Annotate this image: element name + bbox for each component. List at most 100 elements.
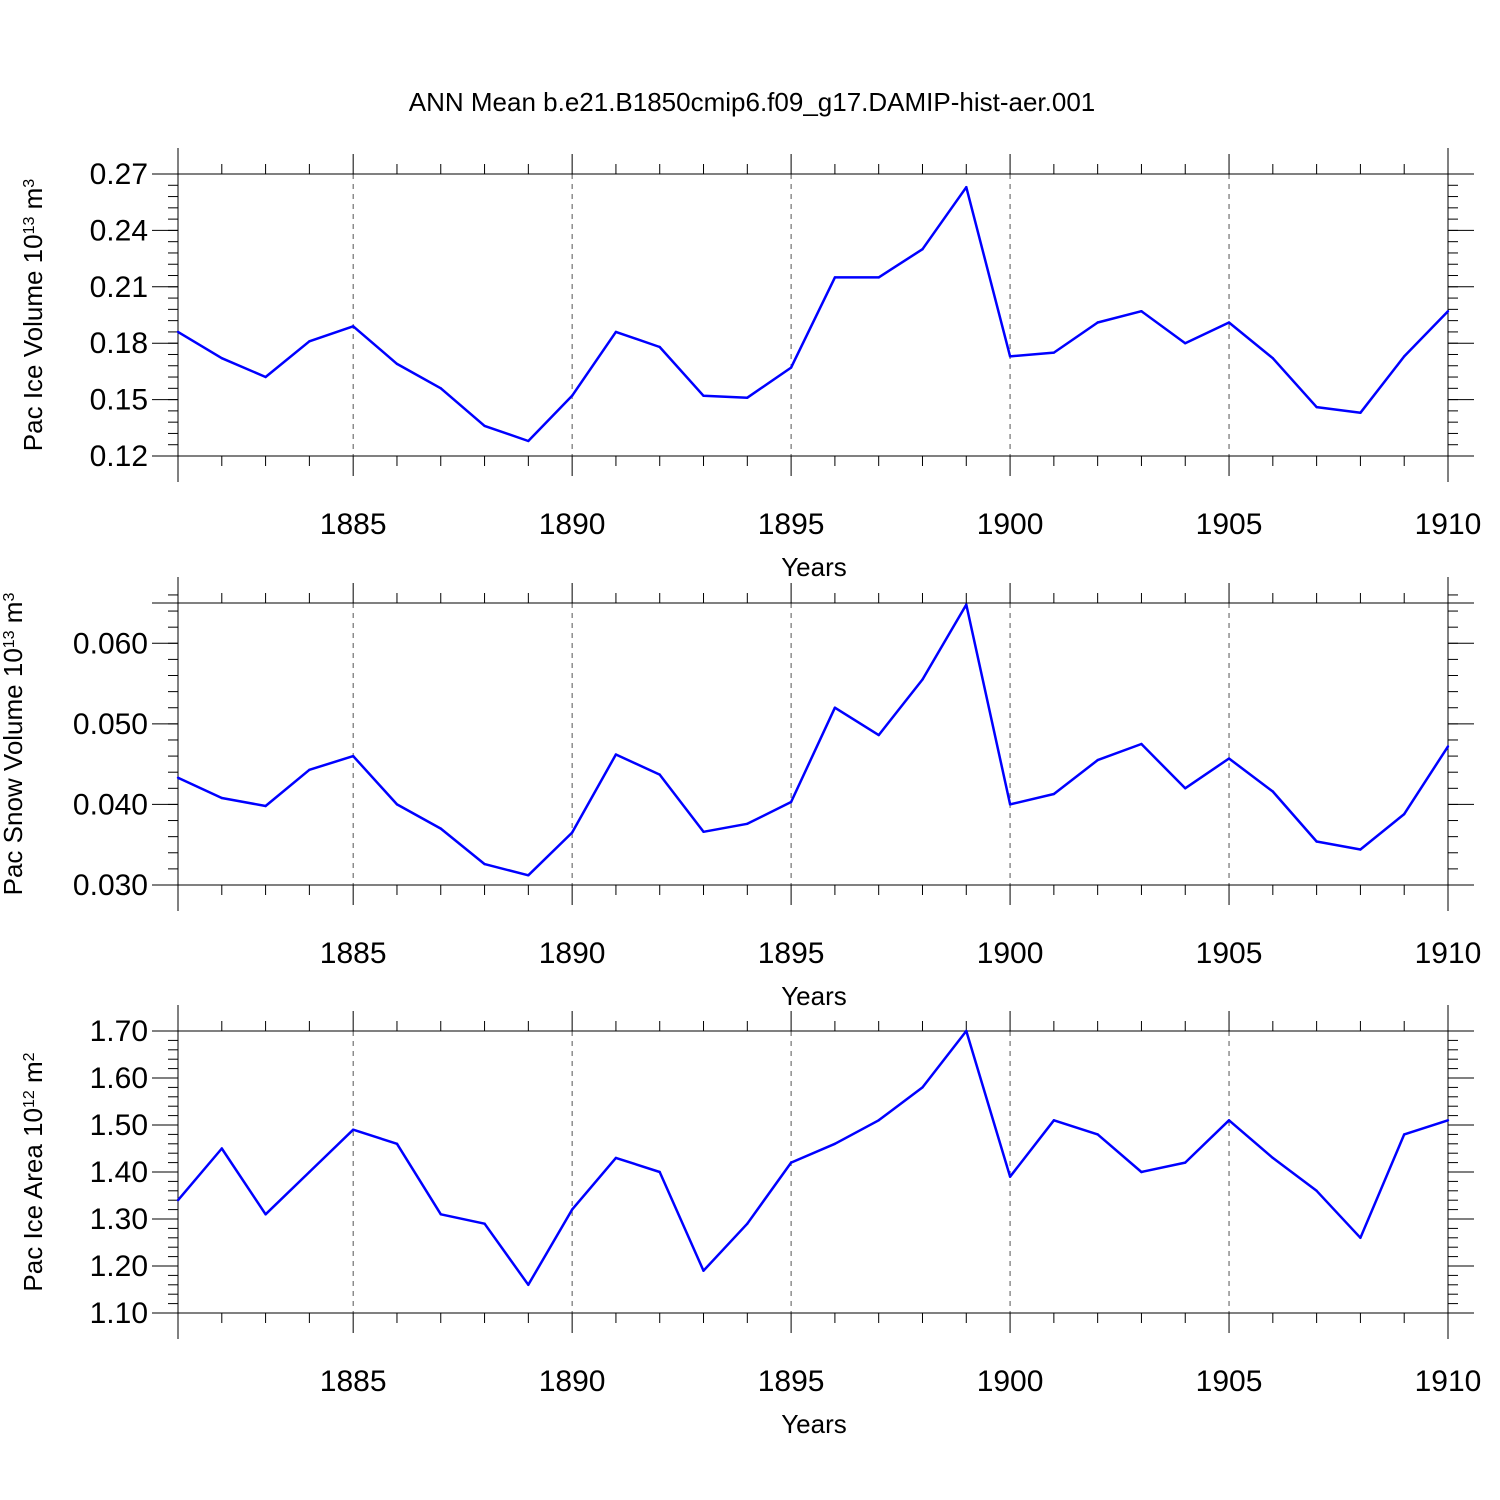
data-point <box>308 340 311 343</box>
y-tick-label: 1.10 <box>90 1297 148 1330</box>
data-point <box>176 776 180 779</box>
data-point <box>527 874 530 877</box>
data-point <box>1315 840 1318 843</box>
data-point <box>702 394 705 397</box>
data-point <box>264 1213 267 1216</box>
data-point <box>877 276 880 279</box>
data-point <box>746 822 749 825</box>
x-tick-label: 1910 <box>1415 937 1482 970</box>
y-tick-label: 0.060 <box>73 627 148 660</box>
data-point <box>1096 321 1099 324</box>
y-axis-label: Pac Snow Volume 1013 m3 <box>0 593 28 896</box>
data-point <box>570 1208 574 1211</box>
y-tick-label: 0.15 <box>90 384 148 417</box>
data-point <box>877 1119 880 1122</box>
x-axis-label: Years <box>781 981 847 1011</box>
y-tick-label: 0.21 <box>90 271 148 304</box>
data-point <box>483 862 486 866</box>
data-point <box>527 439 530 443</box>
data-point <box>395 362 399 366</box>
data-point <box>1140 310 1143 313</box>
data-point <box>877 733 880 737</box>
data-point <box>1359 848 1362 851</box>
data-point <box>921 1086 924 1089</box>
data-point <box>833 1142 837 1146</box>
data-point <box>220 357 223 360</box>
data-point <box>789 366 793 369</box>
data-point <box>1271 357 1275 360</box>
x-tick-label: 1885 <box>320 937 387 970</box>
x-tick-label: 1900 <box>977 1365 1044 1398</box>
data-point <box>1140 742 1143 746</box>
data-point <box>1227 1119 1231 1122</box>
x-tick-label: 1885 <box>320 1365 387 1398</box>
panel-3: 1.10 1.20 1.30 1.40 1.50 1.60 1.70 1885 1890 1895… <box>18 1005 1481 1439</box>
data-point <box>1315 1189 1318 1193</box>
data-point <box>1184 1161 1187 1164</box>
x-tick-label: 1905 <box>1196 1365 1263 1398</box>
data-point <box>1184 787 1187 790</box>
data-point <box>308 768 311 771</box>
data-point <box>176 330 180 334</box>
data-point <box>439 827 442 830</box>
data-point <box>220 796 223 800</box>
x-tick-label: 1900 <box>977 937 1044 970</box>
data-point <box>1052 351 1056 354</box>
data-point <box>1403 1133 1406 1136</box>
panels: 0.12 0.15 0.18 0.21 0.24 0.27 1885 1890 1895 1900… <box>0 148 1481 1439</box>
data-point <box>789 800 793 804</box>
data-point <box>264 375 267 379</box>
panel-1: 0.12 0.15 0.18 0.21 0.24 0.27 1885 1890 1895 1900… <box>18 148 1481 582</box>
data-point <box>702 830 705 833</box>
data-point <box>1184 342 1187 345</box>
data-point <box>1271 1156 1275 1160</box>
data-point <box>614 1156 618 1160</box>
data-point <box>702 1269 705 1272</box>
data-point <box>1227 321 1231 324</box>
data-point <box>352 754 355 758</box>
data-point <box>1315 405 1318 409</box>
y-tick-label: 1.50 <box>90 1109 148 1142</box>
data-point <box>921 678 924 681</box>
data-point <box>1096 1133 1099 1136</box>
data-point <box>439 387 442 390</box>
data-point <box>395 1142 399 1146</box>
series-line <box>177 185 1449 443</box>
series-line <box>177 1029 1449 1287</box>
data-point <box>614 330 618 334</box>
data-point <box>965 186 968 189</box>
x-tick-label: 1890 <box>539 508 606 541</box>
x-tick-label: 1895 <box>758 508 825 541</box>
data-point <box>1008 803 1012 806</box>
y-tick-label: 1.20 <box>90 1250 148 1283</box>
data-point <box>658 345 661 349</box>
x-axis-label: Years <box>781 1409 847 1439</box>
data-point <box>1052 792 1056 796</box>
data-point <box>833 276 837 279</box>
data-point <box>789 1161 793 1164</box>
x-tick-label: 1900 <box>977 508 1044 541</box>
data-point <box>352 1128 355 1131</box>
y-tick-label: 0.18 <box>90 327 148 360</box>
data-point <box>308 1170 311 1174</box>
x-tick-label: 1905 <box>1196 508 1263 541</box>
data-point <box>1359 1236 1362 1240</box>
data-point <box>1446 1119 1450 1122</box>
x-tick-label: 1895 <box>758 1365 825 1398</box>
data-point <box>1096 758 1099 762</box>
data-point <box>658 773 661 776</box>
data-point <box>1446 310 1450 313</box>
data-point <box>658 1170 661 1174</box>
data-point <box>176 1199 180 1202</box>
data-point <box>746 1222 749 1225</box>
panel-2: 0.030 0.040 0.050 0.060 1885 1890 1895 1900 1905… <box>0 577 1481 1011</box>
data-point <box>965 1029 968 1033</box>
y-tick-label: 0.030 <box>73 869 148 902</box>
data-point <box>1271 790 1275 793</box>
data-point <box>1403 812 1406 816</box>
data-point <box>1359 411 1362 414</box>
data-point <box>220 1147 223 1150</box>
data-point <box>1227 757 1231 760</box>
data-point <box>614 753 618 756</box>
